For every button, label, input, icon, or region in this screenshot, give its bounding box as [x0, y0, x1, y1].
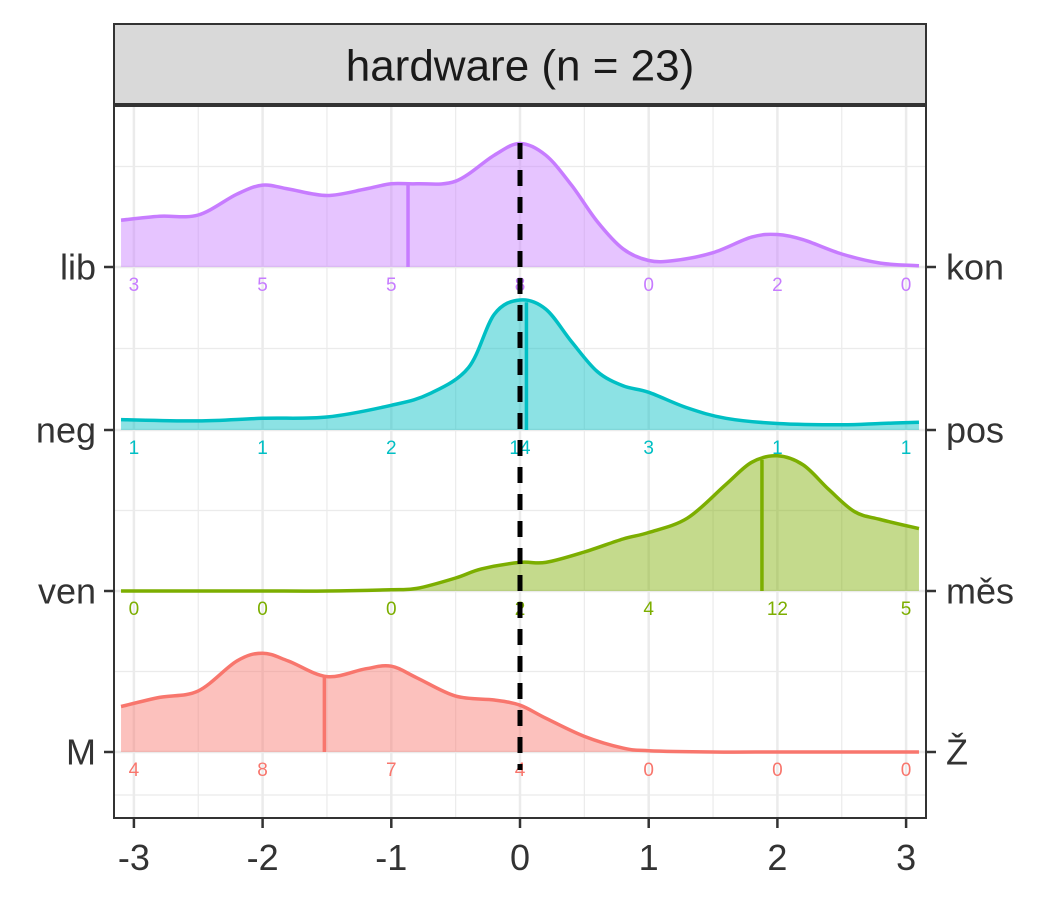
- count-label: 4: [129, 760, 140, 781]
- count-label: 2: [772, 275, 783, 296]
- x-tick-label: -1: [375, 837, 407, 878]
- x-tick-label: 1: [639, 837, 659, 878]
- density-line: [121, 454, 920, 593]
- count-label: 1: [257, 438, 268, 459]
- facet-title: hardware (n = 23): [346, 42, 695, 91]
- y-label-left: neg: [36, 410, 96, 451]
- count-label: 2: [386, 438, 397, 459]
- count-label: 0: [901, 760, 912, 781]
- count-label: 4: [643, 599, 654, 620]
- count-label: 0: [772, 760, 783, 781]
- x-tick-label: 3: [896, 837, 916, 878]
- count-label: 5: [386, 275, 397, 296]
- count-label: 0: [386, 599, 397, 620]
- count-label: 5: [901, 599, 912, 620]
- density-line: [121, 298, 920, 427]
- ridge-ven: [121, 454, 920, 593]
- count-label: 3: [129, 275, 140, 296]
- x-tick-label: 2: [767, 837, 787, 878]
- count-label: 5: [257, 275, 268, 296]
- x-tick-label: -2: [247, 837, 279, 878]
- density-line: [120, 651, 919, 754]
- count-label: 4: [515, 760, 526, 781]
- count-label: 0: [901, 275, 912, 296]
- y-label-left: ven: [38, 571, 96, 612]
- count-label: 0: [643, 760, 654, 781]
- ridge-M: [120, 651, 919, 754]
- x-tick-label: 0: [510, 837, 530, 878]
- y-label-right: měs: [946, 571, 1014, 612]
- y-label-left: M: [66, 732, 96, 773]
- count-label: 0: [257, 599, 268, 620]
- y-label-left: lib: [60, 247, 96, 288]
- y-label-right: kon: [946, 247, 1004, 288]
- x-tick-label: -3: [118, 837, 150, 878]
- count-label: 1: [901, 438, 912, 459]
- count-label: 8: [257, 760, 268, 781]
- facet-strip: hardware (n = 23): [113, 23, 927, 105]
- count-label: 12: [767, 599, 788, 620]
- count-label: 1: [129, 438, 140, 459]
- y-label-right: Ž: [946, 732, 968, 773]
- density-area: [121, 455, 919, 592]
- density-area: [121, 653, 919, 753]
- count-label: 7: [386, 760, 397, 781]
- count-label: 3: [643, 438, 654, 459]
- density-line: [120, 141, 920, 268]
- count-label: 0: [129, 599, 140, 620]
- count-label: 0: [643, 275, 654, 296]
- y-label-right: pos: [946, 410, 1004, 451]
- count-label: 1: [772, 438, 783, 459]
